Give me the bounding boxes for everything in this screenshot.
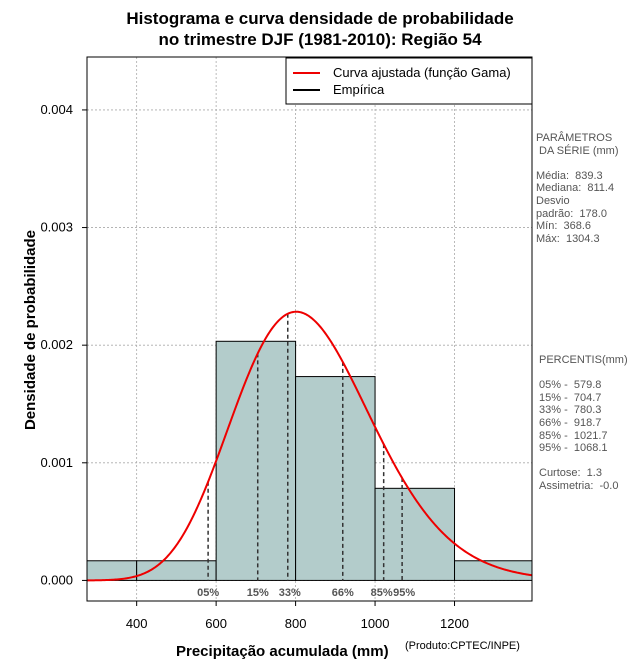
plot-frame <box>86 56 533 602</box>
param-sd: padrão: 178.0 <box>536 207 607 220</box>
x-tick-label: 1200 <box>440 616 469 631</box>
perc-95: 95% - 1068.1 <box>539 442 608 455</box>
x-tick-label: 600 <box>205 616 227 631</box>
perc-33: 33% - 780.3 <box>539 404 602 417</box>
chart-title-line1: Histograma e curva densidade de probabil… <box>126 9 514 28</box>
x-tick-label: 800 <box>285 616 307 631</box>
percentile-label: 66% <box>332 587 354 599</box>
param-min: Mín: 368.6 <box>536 220 592 233</box>
percentile-label: 15% <box>247 587 269 599</box>
percentile-lines <box>207 313 403 581</box>
legend: Curva ajustada (função Gama) Empírica <box>285 57 533 105</box>
y-tick-label: 0.004 <box>40 102 73 117</box>
curtose: Curtose: 1.3 <box>539 467 602 480</box>
perc-66: 66% - 918.7 <box>539 416 602 429</box>
perc-05: 05% - 579.8 <box>539 379 602 392</box>
histogram-bar <box>215 340 297 581</box>
percentile-label: 85% <box>371 587 393 599</box>
params-heading: PARÂMETROS DA SÉRIE (mm) <box>536 132 619 157</box>
chart-title-line2: no trimestre DJF (1981-2010): Região 54 <box>158 30 482 49</box>
percentile-labels: 05% 15% 33% 66% 85% 95% <box>197 587 415 599</box>
param-median: Mediana: 811.4 <box>536 182 615 195</box>
product-credit: (Produto:CPTEC/INPE) <box>405 640 520 652</box>
percentiles-panel: PERCENTIS(mm) 05% - 579.8 15% - 704.7 33… <box>539 354 628 493</box>
param-sd-label: Desvio <box>536 194 570 207</box>
series-parameters: PARÂMETROS DA SÉRIE (mm) Média: 839.3 Me… <box>536 132 619 245</box>
param-max: Máx: 1304.3 <box>536 232 600 245</box>
histogram-bar <box>295 376 376 581</box>
legend-empirical-label: Empírica <box>333 82 385 97</box>
x-tick-label: 400 <box>126 616 148 631</box>
axes: 400 600 800 1000 1200 0.000 0.001 0.002 0.003 0.0… <box>40 56 533 631</box>
histogram-bar <box>374 487 456 581</box>
legend-fit-label: Curva ajustada (função Gama) <box>333 65 511 80</box>
perc-85: 85% - 1021.7 <box>539 429 608 442</box>
gamma-curve <box>87 310 532 582</box>
assimetria: Assimetria: -0.0 <box>539 479 619 492</box>
param-mean: Média: 839.3 <box>536 169 603 182</box>
percentile-label: 05% <box>197 587 219 599</box>
gamma-fit-curve <box>87 310 532 582</box>
y-tick-label: 0.003 <box>40 220 73 235</box>
y-tick-label: 0.002 <box>40 337 73 352</box>
histogram-bars <box>87 340 532 581</box>
histogram-bar <box>454 560 532 581</box>
y-tick-label: 0.000 <box>40 572 73 587</box>
percentile-label: 95% <box>393 587 415 599</box>
legend-box <box>285 57 533 105</box>
x-tick-label: 1000 <box>361 616 390 631</box>
percentis-heading: PERCENTIS(mm) <box>539 354 628 366</box>
percentile-label: 33% <box>279 587 301 599</box>
perc-15: 15% - 704.7 <box>539 391 602 404</box>
y-tick-label: 0.001 <box>40 455 73 470</box>
x-axis-label: Precipitação acumulada (mm) <box>176 643 389 660</box>
